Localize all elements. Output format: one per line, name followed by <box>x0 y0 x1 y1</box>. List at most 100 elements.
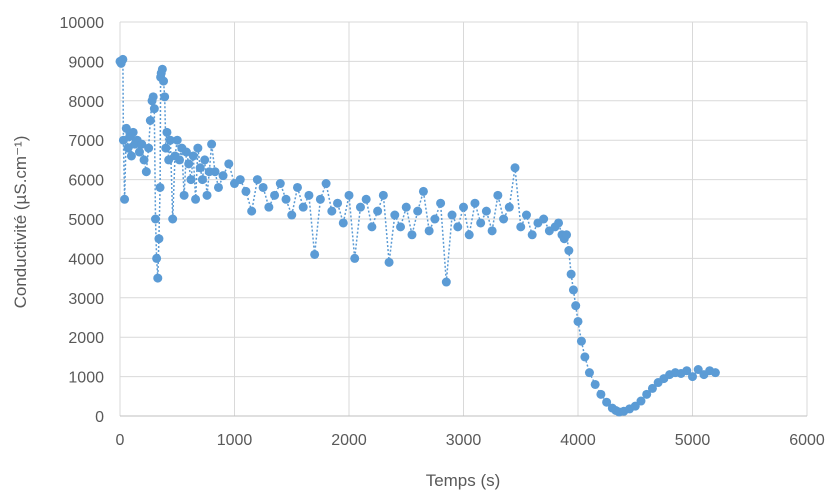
y-tick-label: 9000 <box>68 54 104 71</box>
data-point <box>580 352 590 362</box>
data-point <box>499 214 509 224</box>
data-point <box>590 379 600 389</box>
y-tick-label: 1000 <box>68 370 104 387</box>
data-point <box>539 214 549 224</box>
data-point <box>630 401 640 411</box>
data-point <box>584 368 594 378</box>
data-point <box>252 175 262 185</box>
horizontal-gridlines <box>120 21 807 417</box>
data-point <box>562 230 572 240</box>
data-point <box>602 397 612 407</box>
data-point <box>470 198 480 208</box>
data-point <box>224 159 234 169</box>
data-point <box>247 206 257 216</box>
data-point <box>424 226 434 236</box>
y-tick-label: 3000 <box>68 291 104 308</box>
data-point <box>453 222 463 232</box>
data-point <box>123 143 133 153</box>
data-point <box>181 147 191 157</box>
data-point <box>476 218 486 228</box>
data-point <box>418 186 428 196</box>
data-point <box>688 372 697 382</box>
data-point <box>145 116 155 125</box>
data-point <box>186 175 196 185</box>
data-point <box>564 246 574 256</box>
data-point <box>407 230 417 240</box>
data-point <box>636 396 646 406</box>
data-point <box>493 190 503 200</box>
x-tick-label: 5000 <box>675 432 711 449</box>
data-point <box>157 64 167 74</box>
data-point <box>367 222 377 232</box>
data-point <box>521 210 531 220</box>
x-axis-title: Temps (s) <box>426 471 501 490</box>
data-point <box>596 389 606 399</box>
data-point <box>153 273 163 283</box>
data-point <box>152 253 162 263</box>
x-tick-label: 0 <box>116 432 125 449</box>
x-tick-label: 6000 <box>789 432 825 449</box>
data-point <box>160 92 170 102</box>
data-point <box>120 194 130 204</box>
data-point <box>310 249 320 259</box>
data-point <box>710 368 720 378</box>
data-point <box>258 182 268 192</box>
data-point <box>144 143 154 153</box>
data-point <box>118 54 128 64</box>
y-axis-title: Conductivité (µS.cm⁻¹) <box>11 136 30 309</box>
data-point <box>350 253 360 263</box>
data-point <box>481 206 491 216</box>
data-point <box>154 234 164 244</box>
data-point <box>207 139 217 149</box>
data-point <box>179 190 189 200</box>
y-tick-label: 7000 <box>68 133 104 150</box>
data-point <box>275 179 285 189</box>
data-point <box>413 206 423 216</box>
x-tick-label: 2000 <box>331 432 367 449</box>
data-point <box>161 143 171 153</box>
y-tick-label: 0 <box>95 409 104 426</box>
data-point <box>264 202 274 212</box>
data-point <box>188 151 198 161</box>
data-point <box>202 190 212 200</box>
data-point <box>165 135 175 145</box>
data-point <box>576 336 586 346</box>
data-point <box>270 190 280 200</box>
data-point <box>682 366 692 376</box>
data-point <box>516 222 526 232</box>
data-point <box>459 202 468 212</box>
data-point <box>504 202 514 212</box>
data-point <box>195 163 205 173</box>
data-point <box>401 202 411 212</box>
data-point <box>647 383 657 393</box>
y-tick-label: 4000 <box>68 251 104 268</box>
data-point <box>121 123 131 133</box>
data-point <box>213 182 223 192</box>
data-point <box>218 171 228 181</box>
data-point <box>373 206 383 216</box>
data-point <box>184 159 194 169</box>
y-tick-labels: 0 1000 2000 3000 4000 5000 6000 7000 8000 9000 100… <box>60 15 105 426</box>
data-point <box>447 210 457 220</box>
data-point <box>235 175 245 185</box>
x-tick-labels: 0 1000 2000 3000 4000 5000 6000 <box>116 432 825 449</box>
data-point <box>281 194 291 204</box>
data-point <box>573 316 583 326</box>
data-point <box>441 277 451 287</box>
data-point <box>128 127 138 137</box>
y-tick-label: 5000 <box>68 212 104 229</box>
x-tick-label: 3000 <box>446 432 482 449</box>
data-point <box>568 285 578 295</box>
data-point <box>149 104 159 114</box>
data-point <box>148 92 158 102</box>
y-tick-label: 6000 <box>68 173 104 190</box>
x-tick-label: 4000 <box>560 432 596 449</box>
data-point <box>150 214 160 224</box>
data-point <box>172 135 182 145</box>
data-point <box>464 230 474 240</box>
data-point <box>287 210 297 220</box>
data-point <box>200 155 210 165</box>
data-point <box>191 194 201 204</box>
data-point <box>430 214 440 224</box>
